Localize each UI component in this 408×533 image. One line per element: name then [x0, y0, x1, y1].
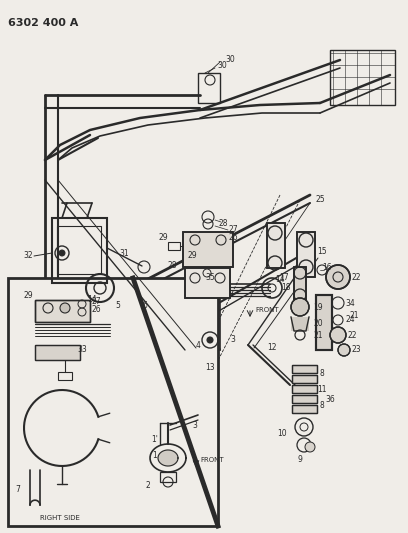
- Bar: [168, 242, 180, 250]
- Bar: [292, 375, 317, 383]
- Text: FRONT: FRONT: [200, 457, 224, 463]
- Text: 14: 14: [275, 276, 285, 285]
- Text: 22: 22: [347, 330, 357, 340]
- Text: 31: 31: [119, 248, 129, 257]
- Text: 35: 35: [205, 273, 215, 282]
- Text: 26: 26: [228, 233, 238, 243]
- Text: 8: 8: [319, 368, 324, 377]
- Circle shape: [305, 442, 315, 452]
- Circle shape: [338, 344, 350, 356]
- Bar: [316, 295, 332, 350]
- Text: 1: 1: [153, 450, 157, 459]
- Text: 7: 7: [16, 486, 20, 495]
- Text: RIGHT SIDE: RIGHT SIDE: [40, 515, 80, 521]
- Text: 21: 21: [349, 311, 359, 319]
- Text: 24: 24: [345, 316, 355, 325]
- Text: 16: 16: [322, 262, 332, 271]
- Text: 22: 22: [351, 272, 361, 281]
- Circle shape: [207, 337, 213, 343]
- Text: FRONT: FRONT: [255, 307, 279, 313]
- Text: 3: 3: [193, 421, 197, 430]
- Circle shape: [291, 298, 309, 316]
- Bar: [198, 73, 220, 103]
- Text: 8: 8: [319, 400, 324, 409]
- Text: 4: 4: [195, 341, 200, 350]
- Text: 30: 30: [217, 61, 227, 70]
- Circle shape: [330, 327, 346, 343]
- Text: 3: 3: [231, 335, 235, 344]
- Text: 27: 27: [228, 225, 238, 235]
- Bar: [35, 345, 80, 360]
- Bar: [292, 405, 317, 413]
- Text: 23: 23: [351, 345, 361, 354]
- Bar: [183, 232, 233, 267]
- Text: 25: 25: [315, 196, 325, 205]
- Bar: [160, 472, 176, 482]
- Text: 27: 27: [91, 297, 101, 306]
- Text: 17: 17: [279, 272, 289, 281]
- Text: 18: 18: [281, 282, 291, 292]
- Text: 9: 9: [297, 456, 302, 464]
- Bar: [294, 267, 306, 302]
- Text: 1': 1': [151, 435, 158, 445]
- Text: 34: 34: [345, 298, 355, 308]
- Bar: [292, 365, 317, 373]
- Circle shape: [326, 265, 350, 289]
- Bar: [57, 226, 101, 274]
- Polygon shape: [158, 450, 178, 466]
- Bar: [58, 372, 72, 380]
- Text: 29: 29: [158, 232, 168, 241]
- Text: 15: 15: [317, 247, 327, 256]
- Bar: [292, 395, 317, 403]
- Text: 28: 28: [167, 261, 177, 270]
- Bar: [292, 375, 317, 383]
- Text: 12: 12: [267, 343, 277, 351]
- Bar: [292, 365, 317, 373]
- Bar: [292, 385, 317, 393]
- Bar: [183, 232, 233, 267]
- Text: 11: 11: [317, 385, 327, 394]
- Text: 14: 14: [87, 295, 97, 304]
- Bar: [52, 218, 107, 283]
- Text: 36: 36: [325, 395, 335, 405]
- Text: 32: 32: [23, 252, 33, 261]
- Bar: [292, 405, 317, 413]
- Text: 2: 2: [146, 481, 151, 490]
- Bar: [8, 278, 218, 526]
- Text: 5: 5: [115, 301, 120, 310]
- Bar: [292, 395, 317, 403]
- Text: 29: 29: [23, 290, 33, 300]
- Circle shape: [60, 303, 70, 313]
- Text: 10: 10: [277, 429, 287, 438]
- Text: 29: 29: [187, 252, 197, 261]
- Bar: [35, 345, 80, 360]
- Text: 6: 6: [142, 301, 147, 310]
- Text: 20: 20: [313, 319, 323, 328]
- Bar: [35, 300, 90, 322]
- Bar: [35, 300, 90, 322]
- Bar: [267, 223, 285, 268]
- Text: 26: 26: [91, 305, 101, 314]
- Bar: [297, 232, 315, 277]
- Bar: [267, 223, 285, 268]
- Bar: [185, 268, 230, 298]
- Text: 6302 400 A: 6302 400 A: [8, 18, 78, 28]
- Text: 28: 28: [218, 220, 228, 229]
- Bar: [330, 50, 395, 105]
- Bar: [297, 232, 315, 277]
- Text: 21: 21: [313, 330, 323, 340]
- Text: 19: 19: [313, 303, 323, 311]
- Text: 30: 30: [225, 55, 235, 64]
- Text: 13: 13: [205, 364, 215, 373]
- Circle shape: [59, 250, 65, 256]
- Bar: [185, 268, 230, 298]
- Bar: [294, 267, 306, 302]
- Bar: [316, 295, 332, 350]
- Bar: [292, 385, 317, 393]
- Text: 33: 33: [77, 345, 87, 354]
